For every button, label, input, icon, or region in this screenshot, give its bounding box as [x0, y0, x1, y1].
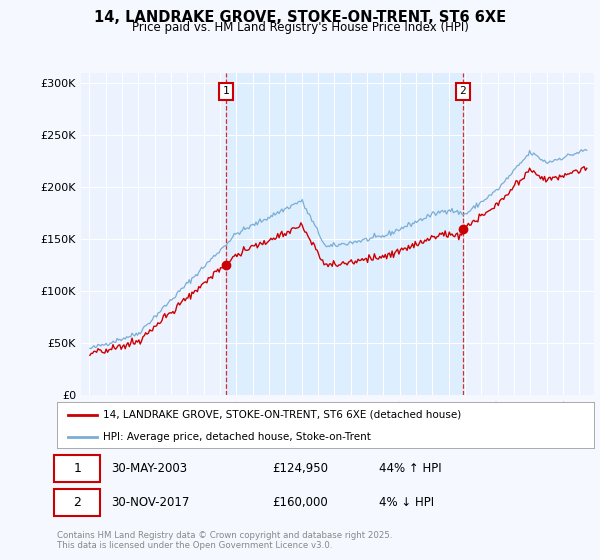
- Text: 14, LANDRAKE GROVE, STOKE-ON-TRENT, ST6 6XE (detached house): 14, LANDRAKE GROVE, STOKE-ON-TRENT, ST6 …: [103, 410, 461, 420]
- FancyBboxPatch shape: [55, 455, 100, 482]
- Text: 2: 2: [460, 86, 466, 96]
- Text: 30-NOV-2017: 30-NOV-2017: [111, 496, 189, 509]
- Text: 14, LANDRAKE GROVE, STOKE-ON-TRENT, ST6 6XE: 14, LANDRAKE GROVE, STOKE-ON-TRENT, ST6 …: [94, 10, 506, 25]
- Text: 1: 1: [223, 86, 229, 96]
- Text: £160,000: £160,000: [272, 496, 328, 509]
- Text: HPI: Average price, detached house, Stoke-on-Trent: HPI: Average price, detached house, Stok…: [103, 432, 371, 441]
- Text: 4% ↓ HPI: 4% ↓ HPI: [379, 496, 434, 509]
- FancyBboxPatch shape: [55, 489, 100, 516]
- Text: 1: 1: [73, 462, 81, 475]
- Text: Contains HM Land Registry data © Crown copyright and database right 2025.
This d: Contains HM Land Registry data © Crown c…: [57, 531, 392, 550]
- Bar: [226, 73, 463, 395]
- Text: 30-MAY-2003: 30-MAY-2003: [111, 462, 187, 475]
- Text: £124,950: £124,950: [272, 462, 328, 475]
- Text: 44% ↑ HPI: 44% ↑ HPI: [379, 462, 442, 475]
- Text: 2: 2: [73, 496, 81, 509]
- Text: Price paid vs. HM Land Registry's House Price Index (HPI): Price paid vs. HM Land Registry's House …: [131, 21, 469, 34]
